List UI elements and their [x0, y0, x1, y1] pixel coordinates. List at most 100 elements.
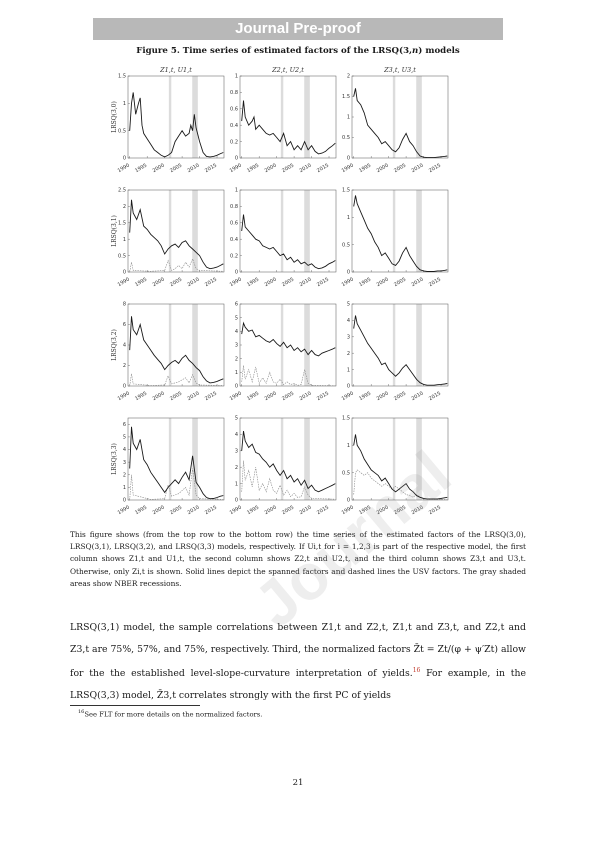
y-tick-label: 2 [347, 74, 350, 80]
footnote-rule [70, 705, 200, 706]
x-tick-label: 1990 [229, 163, 243, 175]
y-tick-label: 5 [347, 302, 350, 308]
y-tick-label: 4 [123, 447, 126, 453]
x-tick-label: 1995 [246, 505, 260, 517]
y-tick-label: 0 [123, 270, 126, 276]
x-tick-label: 2000 [152, 277, 166, 289]
y-tick-label: 8 [123, 302, 126, 308]
y-tick-label: 0.8 [230, 204, 238, 210]
y-tick-label: 0.5 [118, 253, 126, 259]
x-tick-label: 2005 [169, 277, 183, 289]
y-tick-label: 1 [347, 367, 350, 373]
spanned-factor-line [353, 88, 448, 159]
body-paragraph: LRSQ(3,1) model, the sample correlations… [70, 622, 526, 680]
body-text: LRSQ(3,1) model, the sample correlations… [70, 617, 526, 706]
y-tick-label: 1.5 [118, 221, 126, 227]
y-tick-label: 1 [235, 370, 238, 376]
x-tick-label: 2015 [204, 163, 218, 175]
x-tick-label: 1995 [246, 391, 260, 403]
recession-band [168, 190, 172, 272]
figure-title: Figure 5. Time series of estimated facto… [0, 46, 596, 56]
spanned-factor-line [129, 92, 224, 158]
x-tick-label: 2015 [428, 505, 442, 517]
x-tick-label: 2005 [169, 505, 183, 517]
y-tick-label: 2 [123, 472, 126, 478]
panel-frame [351, 189, 449, 273]
x-tick-label: 2015 [316, 391, 330, 403]
y-tick-label: 6 [123, 322, 126, 328]
spanned-factor-line [129, 316, 224, 384]
figure-caption: This figure shows (from the top row to t… [70, 530, 526, 588]
factor-chart-grid: Z1,t, U1,t Z2,t, U2,t Z3,t, U3,t LRSQ(3,0) L… [111, 66, 449, 517]
y-tick-label: 0 [347, 498, 350, 504]
x-tick-label: 2005 [393, 505, 407, 517]
page-number: 21 [292, 778, 304, 788]
y-tick-label: 4 [123, 343, 126, 349]
x-tick-label: 1995 [134, 505, 148, 517]
recession-band [280, 304, 284, 386]
recession-band [280, 418, 284, 500]
y-tick-label: 2 [235, 465, 238, 471]
y-tick-label: 0 [123, 384, 126, 390]
x-tick-label: 2015 [204, 277, 218, 289]
x-tick-label: 2010 [299, 391, 313, 403]
y-tick-label: 1 [123, 237, 126, 243]
x-tick-label: 2015 [316, 505, 330, 517]
x-tick-label: 1990 [341, 277, 355, 289]
x-tick-label: 2000 [376, 505, 390, 517]
panel-frame [127, 303, 225, 387]
x-tick-label: 1995 [246, 277, 260, 289]
panel-frame [239, 75, 337, 159]
y-tick-label: 2 [235, 356, 238, 362]
x-tick-label: 2005 [169, 163, 183, 175]
recession-band [392, 304, 396, 386]
x-tick-label: 2000 [264, 163, 278, 175]
recession-band [168, 76, 172, 158]
recession-band [192, 190, 198, 272]
x-tick-label: 1995 [134, 391, 148, 403]
x-tick-label: 2015 [316, 163, 330, 175]
x-tick-label: 1995 [134, 163, 148, 175]
row-label: LRSQ(3,0) [111, 101, 118, 133]
x-tick-label: 2015 [428, 391, 442, 403]
x-tick-label: 1995 [358, 505, 372, 517]
usv-factor-line [241, 460, 336, 500]
panel-frame [351, 417, 449, 501]
spanned-factor-line [353, 434, 448, 500]
footnote-text: See FLT for more details on the normaliz… [84, 710, 263, 719]
row-label: LRSQ(3,3) [111, 443, 118, 475]
y-tick-label: 1.5 [342, 416, 350, 422]
x-tick-label: 2010 [187, 505, 201, 517]
recession-band [304, 190, 310, 272]
recession-band [416, 190, 422, 272]
x-tick-label: 2005 [393, 163, 407, 175]
y-tick-label: 2 [347, 351, 350, 357]
x-tick-label: 2015 [204, 505, 218, 517]
x-tick-label: 1995 [246, 163, 260, 175]
body-paragraph-continued: For example, in the LRSQ(3,3) model, Z̄3… [70, 668, 526, 701]
y-tick-label: 0 [235, 156, 238, 162]
footnote-reference[interactable]: 16 [412, 667, 421, 674]
x-tick-label: 2010 [411, 277, 425, 289]
recession-band [280, 190, 284, 272]
x-tick-label: 2010 [187, 391, 201, 403]
usv-factor-line [129, 373, 224, 387]
spanned-factor-line [241, 214, 336, 270]
x-tick-label: 1995 [358, 391, 372, 403]
panel-frame [239, 417, 337, 501]
recession-band [192, 418, 198, 500]
panel-frame [351, 303, 449, 387]
x-tick-label: 2010 [299, 505, 313, 517]
panel-frame [127, 417, 225, 501]
y-tick-label: 5 [235, 315, 238, 321]
x-tick-label: 2000 [264, 505, 278, 517]
x-tick-label: 1990 [117, 277, 131, 289]
y-tick-label: 0.5 [342, 135, 350, 141]
y-tick-label: 1 [347, 115, 350, 121]
y-tick-label: 0.2 [230, 253, 238, 259]
column-title: Z3,t, U3,t [383, 66, 416, 74]
recession-band [304, 76, 310, 158]
y-tick-label: 2 [123, 204, 126, 210]
y-tick-label: 1 [347, 443, 350, 449]
x-tick-label: 2010 [411, 505, 425, 517]
